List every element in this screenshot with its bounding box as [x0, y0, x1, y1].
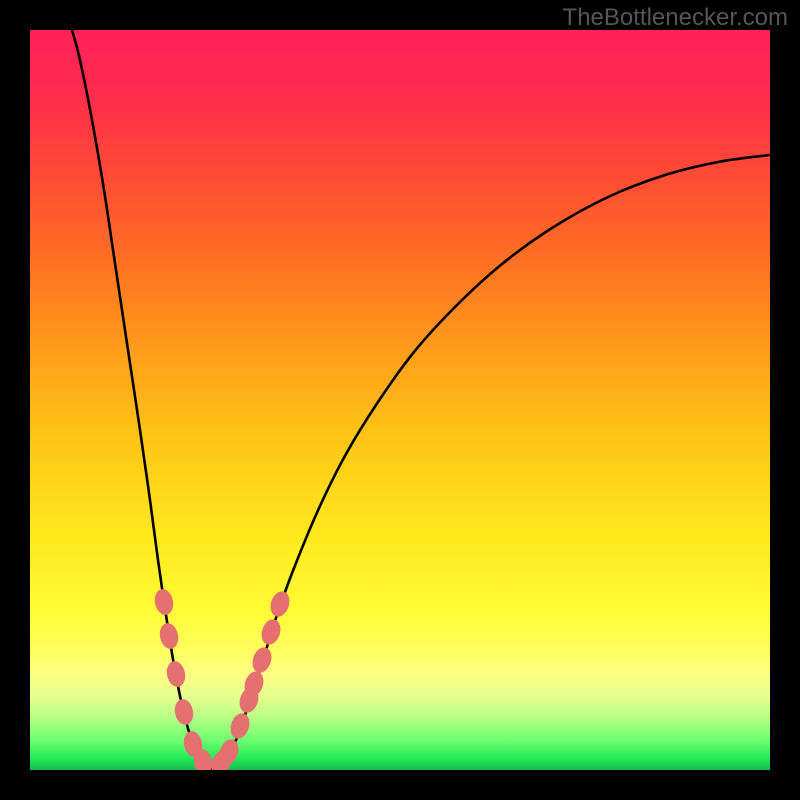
chart-frame: TheBottlenecker.com	[0, 0, 800, 800]
plot-background	[30, 30, 770, 770]
bottleneck-chart-svg	[0, 0, 800, 800]
